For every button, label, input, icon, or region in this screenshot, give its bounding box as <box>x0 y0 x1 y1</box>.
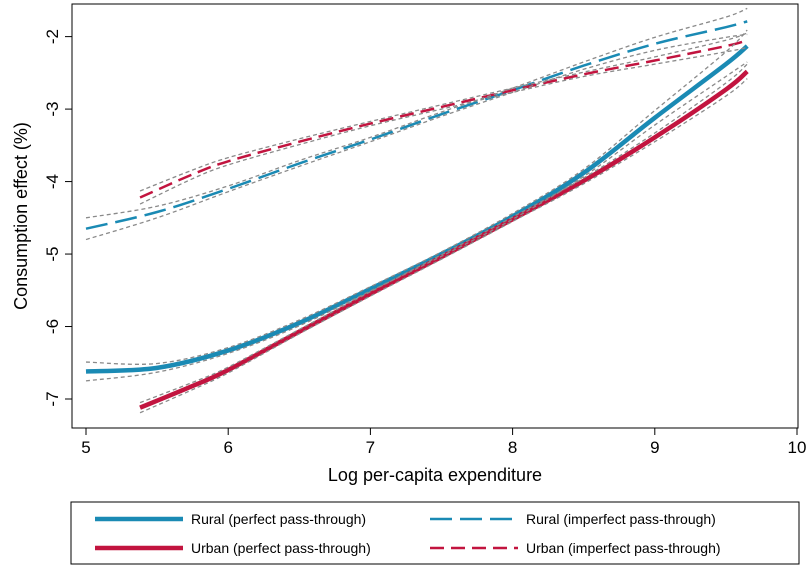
legend-label-1: Urban (perfect pass-through) <box>191 540 371 556</box>
series-line-1 <box>139 69 749 410</box>
axis-ticks: 5 6 7 8 9 10 -7 -6 -5 -4 -3 -2 <box>43 29 806 457</box>
series-0-ci-lower-band <box>85 61 748 382</box>
legend-label-2: Rural (imperfect pass-through) <box>526 511 716 527</box>
series-1-ci-upper-band <box>139 63 748 404</box>
legend-label-0: Rural (perfect pass-through) <box>191 511 366 527</box>
series-line-2 <box>85 20 748 230</box>
series-0-ci-upper-band <box>85 29 748 365</box>
y-tick-label: -3 <box>43 102 62 117</box>
series-2-ci-upper-band <box>85 7 748 219</box>
y-tick-label: -4 <box>43 174 62 189</box>
x-tick-label: 7 <box>366 438 375 457</box>
y-tick-label: -7 <box>43 391 62 406</box>
legend-box <box>70 501 800 565</box>
x-axis-title: Log per-capita expenditure <box>328 465 542 485</box>
series-2-ci-lower-band <box>85 33 748 241</box>
x-tick-label: 9 <box>650 438 659 457</box>
series-1-ci-lower-band <box>139 78 748 414</box>
x-tick-label: 6 <box>223 438 232 457</box>
x-tick-label: 5 <box>81 438 90 457</box>
y-tick-label: -6 <box>43 319 62 334</box>
y-tick-label: -5 <box>43 247 62 262</box>
x-tick-label: 10 <box>788 438 807 457</box>
legend: Rural (perfect pass-through) Rural (imper… <box>70 501 800 565</box>
y-axis-title: Consumption effect (%) <box>11 122 31 310</box>
plot-frame <box>71 3 799 429</box>
plot-area <box>85 7 749 414</box>
series-3-ci-lower-band <box>139 46 748 205</box>
legend-label-3: Urban (imperfect pass-through) <box>526 540 721 556</box>
x-tick-label: 8 <box>508 438 517 457</box>
series-line-3 <box>139 39 748 199</box>
y-tick-label: -2 <box>43 29 62 44</box>
series-3-ci-upper-band <box>139 32 748 192</box>
